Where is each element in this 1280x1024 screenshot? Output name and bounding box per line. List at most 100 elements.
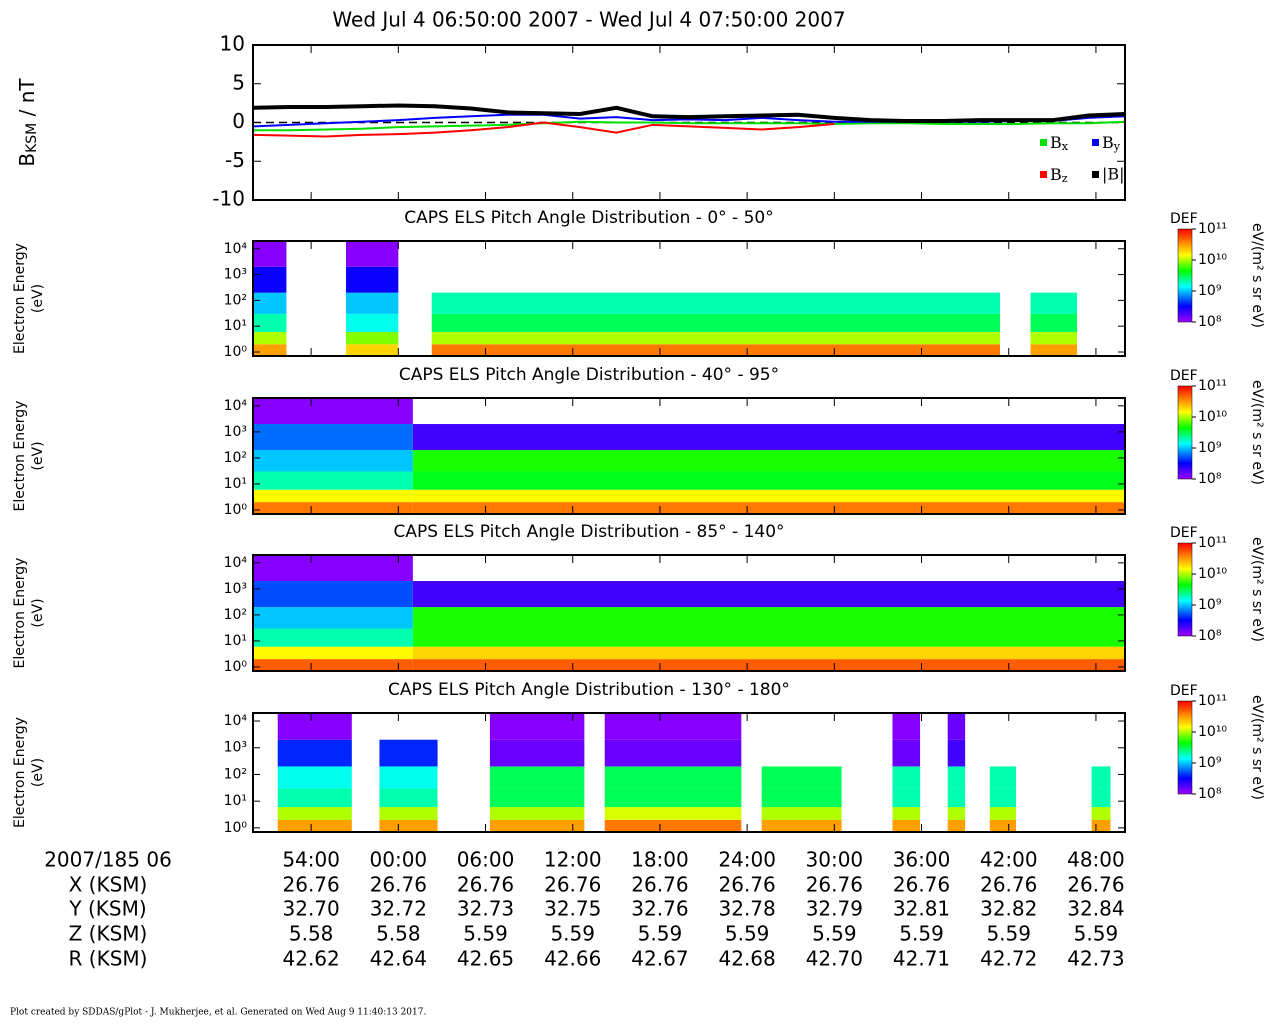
y-axis-label: BKSM / nT	[15, 78, 41, 167]
spectrogram-cell	[604, 766, 742, 789]
b-line	[253, 120, 1126, 132]
spectrogram-cell	[253, 450, 413, 472]
x-tick-label: 24:00	[718, 848, 776, 872]
legend-label: By	[1102, 133, 1121, 154]
spectrogram-cell	[761, 807, 842, 820]
ephemeris-label: Y (KSM)	[68, 897, 146, 921]
spectrogram-cell	[253, 266, 287, 293]
plot-frame	[252, 397, 1126, 515]
spectrogram-cell	[412, 424, 1125, 451]
spectrogram-cell	[1030, 313, 1078, 332]
panel-title: CAPS ELS Pitch Angle Distribution - 85° …	[393, 522, 784, 542]
ephemeris-value: 42.66	[544, 947, 601, 971]
y-tick-label: 10²	[224, 607, 247, 623]
ephemeris-value: 5.58	[289, 922, 334, 946]
y-tick-label: 10⁰	[224, 344, 248, 360]
legend-label: |B|	[1102, 165, 1125, 184]
spectrogram-cell	[1091, 819, 1111, 832]
ephemeris-value: 5.59	[812, 922, 857, 946]
ephemeris-value: 5.59	[899, 922, 944, 946]
colorbar-label: DEF	[1170, 683, 1198, 699]
colorbar-tick-label: 10¹⁰	[1198, 566, 1227, 582]
spectrogram-cell	[379, 739, 438, 767]
spectrogram-cell	[253, 313, 287, 332]
y-tick-label: 10⁰	[224, 659, 248, 675]
spectrogram-cell	[489, 788, 585, 808]
spectrogram-cell	[604, 788, 742, 808]
spectrogram-cell	[253, 292, 287, 314]
spectrogram-cell	[947, 819, 966, 832]
x-tick-label: 42:00	[980, 848, 1038, 872]
ephemeris-value: 42.70	[806, 947, 863, 971]
ephemeris-value: 32.75	[544, 897, 601, 921]
spectrogram-cell	[1030, 292, 1078, 314]
spectrogram-cell	[489, 807, 585, 820]
spectrogram-cell	[892, 788, 921, 808]
panel-title: CAPS ELS Pitch Angle Distribution - 40° …	[399, 365, 779, 385]
x-tick-label: 06:00	[457, 848, 515, 872]
spectrogram-cell	[989, 788, 1016, 808]
ephemeris-value: 26.76	[1067, 873, 1124, 897]
y-tick-label: 10¹	[224, 633, 247, 649]
colorbar-tick-label: 10⁸	[1198, 314, 1222, 330]
spectrogram-cell	[1091, 766, 1111, 789]
y-tick-label: 10²	[224, 292, 247, 308]
spectrogram-cell	[431, 331, 1001, 345]
ephemeris-value: 26.76	[719, 873, 776, 897]
spectrogram-cell	[379, 766, 438, 789]
spectrogram-cell	[277, 807, 352, 820]
spectrogram-cell	[489, 766, 585, 789]
ephemeris-value: 26.76	[806, 873, 863, 897]
legend-swatch	[1040, 139, 1047, 146]
spectrogram-cell	[412, 581, 1125, 608]
legend-label: Bz	[1050, 165, 1068, 186]
ephemeris-value: 42.68	[719, 947, 776, 971]
y-tick-label: 10¹	[224, 793, 247, 809]
spectrogram-cell	[253, 398, 413, 425]
spectrogram-cell	[379, 819, 438, 832]
ephemeris-value: 42.65	[457, 947, 514, 971]
colorbar-label: DEF	[1170, 211, 1198, 227]
ephemeris-label: Z (KSM)	[69, 922, 148, 946]
spectrogram-cell	[253, 344, 287, 356]
spectrogram-cell	[761, 766, 842, 789]
ephemeris-value: 5.58	[376, 922, 421, 946]
spectrogram-cell	[412, 489, 1125, 503]
spectrogram-cell	[253, 241, 287, 267]
colorbar	[1177, 700, 1193, 795]
ephemeris-value: 42.73	[1067, 947, 1124, 971]
spectrogram-cell	[253, 581, 413, 608]
y-tick-label: 10¹	[224, 318, 247, 334]
spectrogram-cell	[1091, 807, 1111, 820]
legend-swatch	[1092, 171, 1099, 178]
y-tick-label: -10	[212, 187, 245, 211]
colorbar-unit: eV/(m² s sr eV)	[1249, 223, 1265, 328]
y-tick-label: 10⁰	[224, 502, 248, 518]
y-tick-label: -5	[225, 148, 245, 172]
spectrogram-cell	[1091, 788, 1111, 808]
spectrogram-cell	[253, 502, 413, 514]
spectrogram-cell	[604, 819, 742, 832]
spectrogram-cell	[989, 819, 1016, 832]
plot-frame	[252, 240, 1126, 357]
y-axis-label: (eV)	[30, 284, 46, 313]
colorbar-tick-label: 10⁹	[1198, 597, 1222, 613]
spectrogram-cell	[253, 424, 413, 451]
spectrogram-cell	[253, 471, 413, 490]
y-tick-label: 10³	[224, 267, 247, 283]
spectrogram-cell	[346, 344, 399, 356]
ephemeris-value: 42.64	[370, 947, 427, 971]
spectrogram-cell	[989, 807, 1016, 820]
colorbar	[1177, 228, 1193, 323]
y-tick-label: 10⁴	[224, 555, 248, 571]
ephemeris-value: 26.76	[283, 873, 340, 897]
spectrogram-cell	[412, 607, 1125, 629]
y-axis-label: (eV)	[30, 441, 46, 470]
spectrogram-cell	[947, 766, 966, 789]
y-tick-label: 10	[220, 32, 245, 56]
y-tick-label: 10¹	[224, 476, 247, 492]
spectrogram-cell	[892, 766, 921, 789]
ephemeris-value: 32.81	[893, 897, 950, 921]
colorbar-tick-label: 10⁸	[1198, 628, 1222, 644]
